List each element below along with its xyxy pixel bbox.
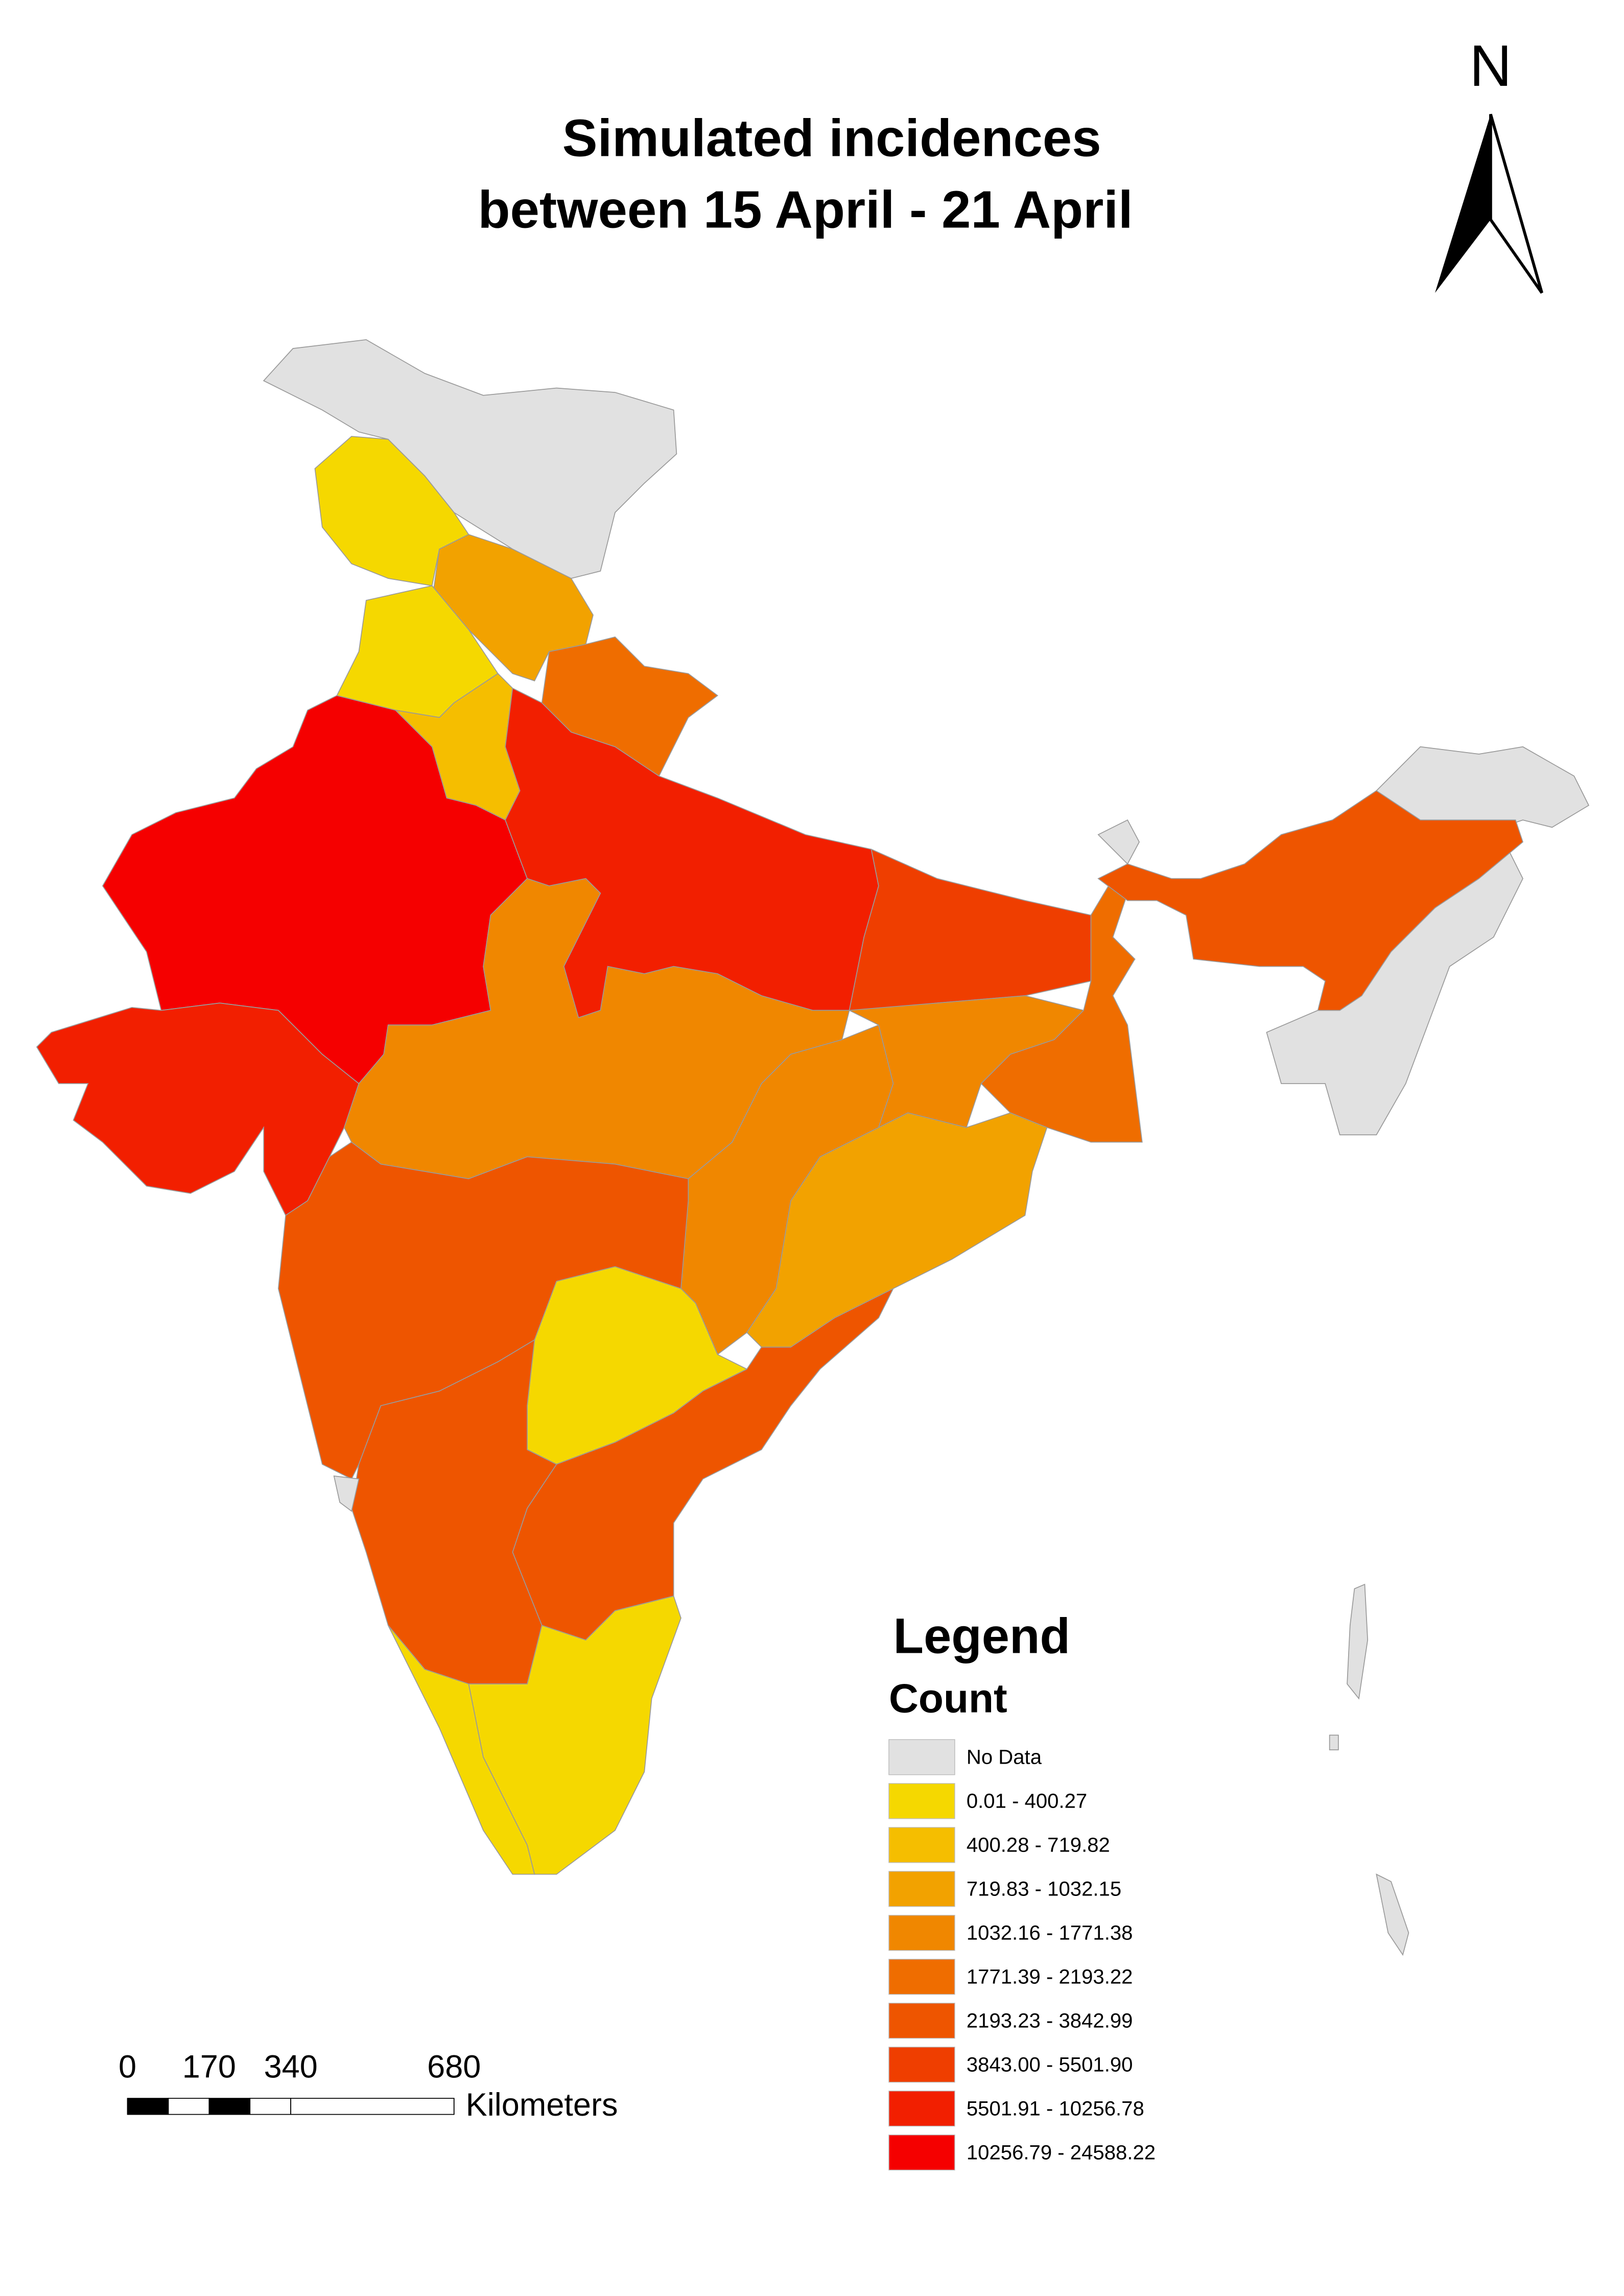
scale-segment	[208, 2098, 251, 2115]
island	[1376, 1873, 1409, 1956]
legend-label: 1771.39 - 2193.22	[967, 1965, 1133, 1988]
state-region	[512, 1287, 895, 1641]
arrow-half	[1489, 113, 1543, 294]
scale-segment	[249, 2098, 292, 2115]
scale-unit: Kilometers	[466, 2087, 618, 2123]
legend-label: 719.83 - 1032.15	[967, 1878, 1121, 1901]
legend-swatch	[888, 1739, 955, 1775]
state-region	[468, 1595, 681, 1875]
map-regions	[36, 339, 1590, 1956]
legend-swatch	[888, 1915, 955, 1951]
legend-swatch	[888, 2135, 955, 2171]
scale-segment	[290, 2098, 455, 2115]
scale-segment	[168, 2098, 210, 2115]
legend-title: Legend	[893, 1608, 1070, 1664]
legend-label: 2193.23 - 3842.99	[967, 2009, 1133, 2032]
legend-label: No Data	[967, 1746, 1042, 1769]
legend-swatch	[888, 1827, 955, 1863]
legend-label: 0.01 - 400.27	[967, 1790, 1087, 1813]
scale-tick-label: 680	[427, 2049, 481, 2084]
north-label: N	[1470, 33, 1512, 99]
state-region	[849, 848, 1136, 1011]
legend-swatch	[888, 2091, 955, 2127]
scale-segment	[127, 2098, 169, 2115]
island	[1329, 1735, 1339, 1750]
state-region	[980, 878, 1143, 1143]
legend-label: 1032.16 - 1771.38	[967, 1922, 1133, 1944]
title: Simulated incidences between 15 April - …	[478, 108, 1133, 239]
legend-label: 3843.00 - 5501.90	[967, 2053, 1133, 2076]
scale-tick-label: 340	[264, 2049, 318, 2084]
legend-label: 10256.79 - 24588.22	[967, 2141, 1156, 2164]
title-line: Simulated incidences	[562, 108, 1101, 167]
legend: Legend Count No Data 0.01 - 400.27 400.28 …	[888, 1608, 1156, 2171]
state-region	[333, 1475, 360, 1512]
state-region	[36, 1002, 360, 1216]
scale-tick-label: 170	[182, 2049, 236, 2084]
legend-swatch	[888, 2003, 955, 2039]
state-region	[1097, 790, 1523, 1011]
legend-swatch	[888, 1959, 955, 1995]
scale-tick-label: 0	[119, 2049, 136, 2084]
legend-label: 400.28 - 719.82	[967, 1834, 1110, 1857]
legend-swatch	[888, 2047, 955, 2083]
title-line: between 15 April - 21 April	[478, 180, 1133, 239]
legend-swatch	[888, 1871, 955, 1907]
scale-bar: Kilometers 0 170 340 680	[119, 2049, 618, 2123]
legend-subtitle: Count	[889, 1676, 1007, 1722]
state-region	[351, 1339, 557, 1684]
state-region	[1266, 848, 1523, 1136]
state-region	[1097, 819, 1140, 865]
legend-label: 5501.91 - 10256.78	[967, 2097, 1144, 2120]
legend-swatch	[888, 1783, 955, 1819]
island	[1347, 1583, 1369, 1700]
